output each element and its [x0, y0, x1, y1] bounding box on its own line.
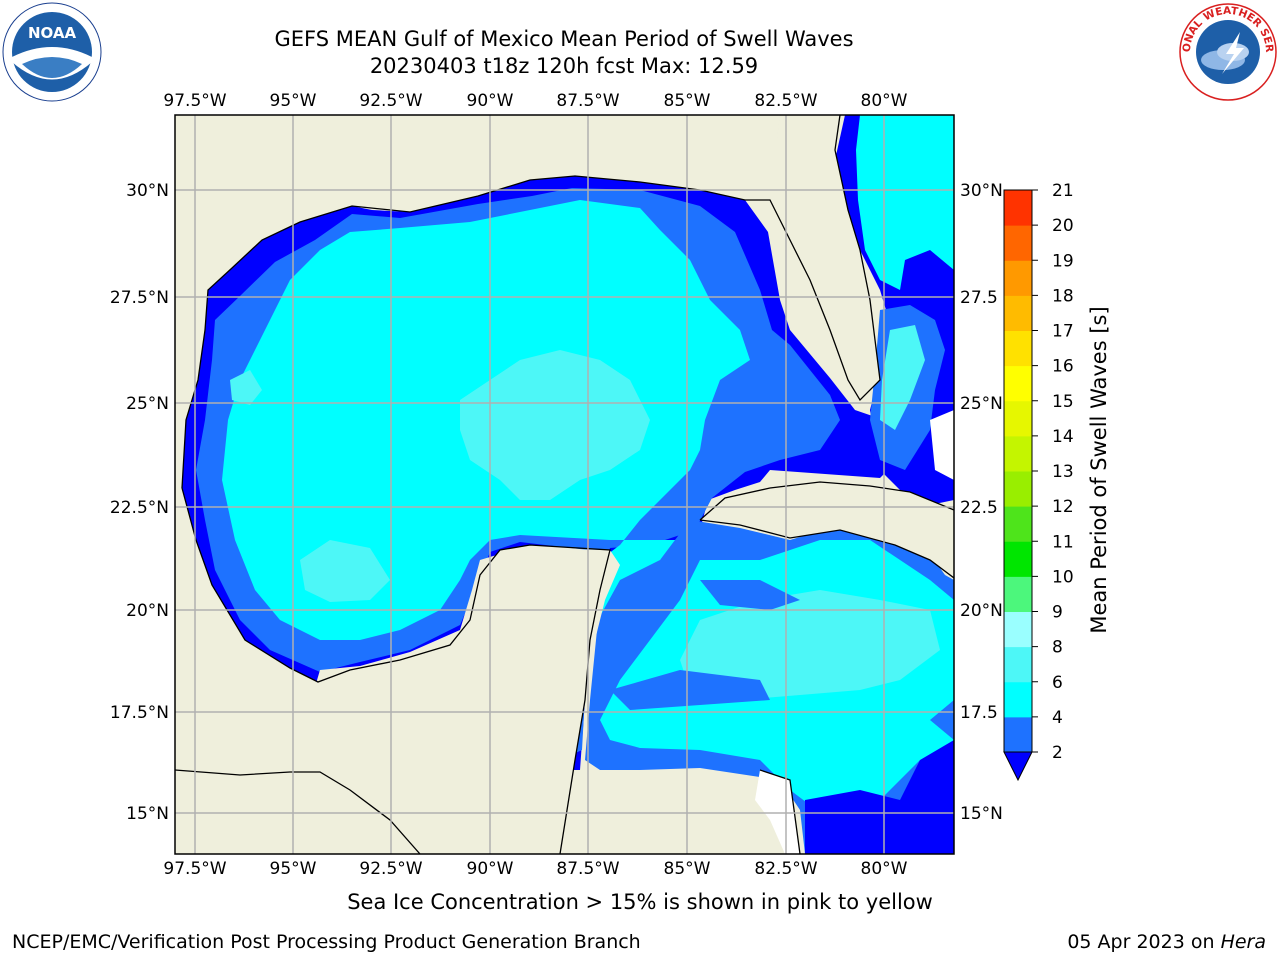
colorbar-tick-label: 18 [1052, 286, 1074, 306]
footer-date-text: 05 Apr 2023 on [1067, 931, 1221, 953]
lat-labels-right: 30°N 27.5 25°N 22.5 20°N 17.5 15°N [960, 181, 1003, 824]
bahamas-white-gap [930, 410, 954, 480]
cuba-landmass [700, 482, 954, 578]
lon-labels-bottom: 97.5°W 95°W 92.5°W 90°W 87.5°W 85°W 82.5… [163, 859, 907, 879]
colorbar-bin [1004, 646, 1032, 683]
colorbar-bin [1004, 400, 1032, 437]
footer-date: 05 Apr 2023 on Hera [1067, 931, 1266, 953]
caribbean-swell-band-medium [700, 580, 800, 610]
lat-label: 25°N [960, 394, 1003, 414]
chart-subtitle: 20230403 t18z 120h fcst Max: 12.59 [369, 54, 759, 78]
lon-label: 82.5°W [754, 859, 817, 879]
lon-label: 95°W [270, 91, 317, 111]
lat-label: 22.5°N [110, 498, 169, 518]
lon-label: 80°W [861, 91, 908, 111]
footer-credit: NCEP/EMC/Verification Post Processing Pr… [12, 931, 641, 953]
colorbar-bin [1004, 435, 1032, 472]
noaa-logo: NOAA [2, 2, 102, 102]
colorbar-tick-label: 16 [1052, 357, 1074, 377]
colorbar-tick-label: 4 [1052, 708, 1063, 728]
colorbar-bin [1004, 295, 1032, 331]
colorbar-extend-arrow [1003, 751, 1033, 782]
lon-label: 87.5°W [556, 859, 619, 879]
sea-ice-caption: Sea Ice Concentration > 15% is shown in … [347, 890, 933, 914]
colorbar-bin [1004, 506, 1032, 542]
lat-label: 15°N [960, 804, 1003, 824]
lon-label: 92.5°W [359, 91, 422, 111]
nws-logo: NATIONAL WEATHER SERVICE [1178, 2, 1277, 101]
lon-label: 97.5°W [163, 859, 226, 879]
colorbar-tick-label: 6 [1052, 673, 1063, 693]
colorbar-tick-label: 21 [1052, 181, 1074, 201]
colorbar-tick-label: 2 [1052, 743, 1063, 763]
lat-label: 20°N [126, 601, 169, 621]
map-frame [174, 114, 955, 855]
lon-label: 90°W [467, 91, 514, 111]
colorbar-bin [1004, 611, 1032, 648]
lon-label: 90°W [467, 859, 514, 879]
colorbar-tick-label: 13 [1052, 462, 1074, 482]
noaa-logo-text: NOAA [28, 24, 77, 42]
colorbar-bin [1004, 681, 1032, 718]
lon-label: 87.5°W [556, 91, 619, 111]
lat-label: 30°N [960, 181, 1003, 201]
lon-labels-top: 97.5°W 95°W 92.5°W 90°W 87.5°W 85°W 82.5… [163, 91, 907, 111]
colorbar-tick-label: 11 [1052, 532, 1074, 552]
graticule [175, 115, 954, 854]
lat-label: 20°N [960, 601, 1003, 621]
lat-label: 15°N [126, 804, 169, 824]
footer-host: Hera [1220, 931, 1266, 953]
lat-labels-left: 30°N 27.5°N 25°N 22.5°N 20°N 17.5°N 15°N [110, 181, 169, 824]
yucatan-landmass [175, 548, 620, 854]
lat-label: 25°N [126, 394, 169, 414]
caribbean-swell-band-edge [805, 740, 954, 854]
lon-label: 80°W [861, 859, 908, 879]
colorbar: 2 4 6 8 9 10 11 12 13 14 15 16 17 18 19 20 21 [1003, 181, 1074, 782]
lon-label: 85°W [664, 859, 711, 879]
colorbar-bin [1004, 365, 1032, 402]
colorbar-tick-label: 15 [1052, 392, 1074, 412]
caribbean-swell-band-medium [610, 670, 770, 710]
colorbar-bin [1004, 576, 1032, 612]
colorbar-bin [1004, 471, 1032, 507]
colorbar-bin [1004, 190, 1032, 226]
colorbar-label: Mean Period of Swell Waves [s] [1087, 306, 1111, 633]
lat-label: 27.5°N [110, 288, 169, 308]
colorbar-bin [1004, 330, 1032, 367]
colorbar-tick-label: 14 [1052, 427, 1074, 447]
gulf-swell-band-light [230, 370, 262, 405]
lat-label: 17.5 [960, 703, 998, 723]
colorbar-tick-label: 10 [1052, 567, 1074, 587]
chart-title: GEFS MEAN Gulf of Mexico Mean Period of … [274, 27, 854, 51]
lon-label: 97.5°W [163, 91, 226, 111]
colorbar-bin [1004, 225, 1032, 261]
colorbar-tick-label: 8 [1052, 638, 1063, 658]
atlantic-swell-band-cyan [856, 115, 954, 290]
colorbar-tick-label: 12 [1052, 497, 1074, 517]
lat-label: 27.5 [960, 288, 998, 308]
lat-label: 30°N [126, 181, 169, 201]
florida-peninsula [770, 115, 954, 400]
gulf-swell-band-light [300, 540, 390, 602]
colorbar-tick-label: 20 [1052, 216, 1074, 236]
colorbar-bin [1004, 541, 1032, 577]
gulf-swell-band-light [460, 350, 650, 500]
colorbar-tick-label: 17 [1052, 322, 1074, 342]
honduras-coast-white [755, 770, 800, 854]
colorbar-bin [1004, 260, 1032, 296]
lat-label: 17.5°N [110, 703, 169, 723]
colorbar-tick-label: 19 [1052, 251, 1074, 271]
colorbar-bin [1004, 716, 1032, 753]
lon-label: 82.5°W [754, 91, 817, 111]
lon-label: 95°W [270, 859, 317, 879]
lon-label: 92.5°W [359, 859, 422, 879]
lon-label: 85°W [664, 91, 711, 111]
caribbean-swell-band-light [680, 590, 940, 700]
colorbar-tick-label: 9 [1052, 603, 1063, 623]
lat-label: 22.5 [960, 498, 998, 518]
